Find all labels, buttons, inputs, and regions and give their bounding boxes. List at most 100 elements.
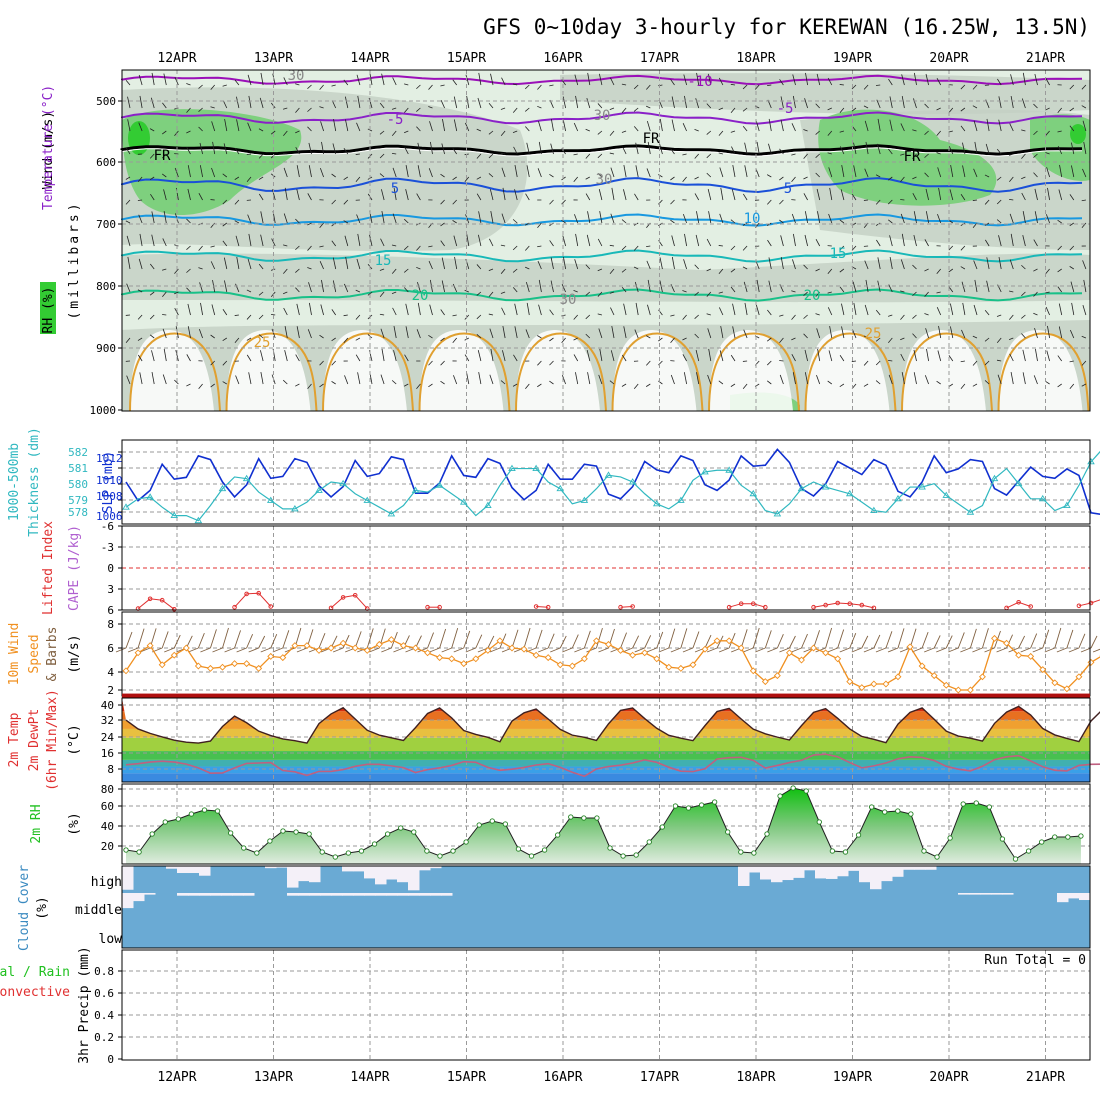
thickness-point bbox=[532, 464, 540, 472]
wind-barb bbox=[379, 313, 385, 316]
wind-barb bbox=[766, 360, 772, 366]
temp-band bbox=[122, 737, 1090, 752]
wind-barb bbox=[682, 214, 687, 224]
wind-barb bbox=[562, 235, 566, 247]
wind-barb bbox=[900, 259, 905, 270]
wind-barb bbox=[198, 193, 203, 201]
slp-tick-label: 1006 bbox=[96, 510, 123, 523]
wind-barb bbox=[355, 337, 361, 341]
wind-barb bbox=[827, 291, 832, 294]
wind-barb bbox=[526, 165, 530, 178]
wind-barb-10m bbox=[547, 633, 555, 649]
wind-barb bbox=[247, 214, 252, 224]
wind-speed-point bbox=[206, 664, 214, 672]
wind-barb bbox=[1033, 291, 1038, 297]
wind-barb bbox=[1009, 176, 1014, 182]
wind-barb bbox=[562, 119, 566, 132]
lifted-index-point bbox=[763, 604, 768, 610]
wind-barb bbox=[355, 153, 360, 155]
wind-barb-10m-tail bbox=[911, 647, 923, 653]
contour-label: 10 bbox=[744, 211, 761, 227]
thickness-point bbox=[870, 506, 878, 514]
wind-barb bbox=[621, 268, 627, 273]
wind-barb bbox=[791, 213, 796, 224]
wind-barb bbox=[1081, 383, 1087, 387]
cloud-high-bar bbox=[804, 866, 816, 871]
wind-barb bbox=[766, 337, 772, 342]
lifted-index-point bbox=[232, 604, 237, 610]
thickness-point bbox=[459, 498, 468, 505]
wind-barb bbox=[537, 383, 542, 388]
wind-barb bbox=[768, 280, 772, 293]
thickness-point bbox=[797, 484, 806, 492]
wind-barb bbox=[948, 355, 954, 362]
wind-speed-point bbox=[966, 686, 974, 694]
wind-barb-10m-tail bbox=[429, 647, 440, 653]
wind-barb bbox=[222, 381, 228, 385]
wind-barb bbox=[416, 383, 421, 390]
wind-barb bbox=[597, 268, 603, 272]
wind-barb bbox=[489, 189, 494, 201]
wind-barb bbox=[549, 240, 554, 247]
wind-barb bbox=[125, 199, 131, 205]
wind-speed-point bbox=[472, 655, 480, 663]
wind-barb bbox=[984, 222, 990, 226]
wind-barb bbox=[1033, 153, 1038, 158]
wind-barb-10m-tail bbox=[296, 647, 308, 653]
wind-speed-point bbox=[785, 649, 793, 657]
wind-barb bbox=[633, 126, 639, 132]
contour-label: 30 bbox=[594, 108, 611, 124]
cloud-high-bar bbox=[771, 866, 783, 883]
isotherm-25 bbox=[708, 332, 800, 412]
wind-barb-10m-tail bbox=[1044, 647, 1055, 653]
rh-point bbox=[921, 848, 927, 854]
wind-barb bbox=[1081, 360, 1087, 366]
wind-barb bbox=[488, 153, 494, 159]
wind-barb bbox=[343, 176, 349, 181]
rh-point bbox=[123, 847, 129, 853]
lifted-index-point bbox=[738, 601, 744, 607]
wind-barb bbox=[174, 244, 179, 247]
wind-barb bbox=[1010, 95, 1014, 109]
wind-barb-10m bbox=[1066, 629, 1074, 649]
wind-barb bbox=[1057, 268, 1062, 273]
wind-barb bbox=[149, 263, 155, 270]
precip-title-2: Total / Rain bbox=[0, 965, 70, 980]
wind-barb bbox=[149, 153, 155, 159]
wind-barb bbox=[1069, 194, 1075, 201]
wind-barb bbox=[961, 281, 966, 293]
y-tick-label: 4 bbox=[107, 666, 114, 679]
wind-barb-10m bbox=[1078, 633, 1086, 649]
wind-barb bbox=[972, 84, 978, 90]
rh-legend-swatch bbox=[40, 282, 56, 334]
wind-barb bbox=[417, 165, 421, 178]
wind-barb bbox=[466, 233, 470, 247]
wind-barb bbox=[561, 219, 566, 224]
wind-barb bbox=[573, 153, 578, 156]
wind-barb bbox=[452, 79, 458, 86]
wind-barb bbox=[162, 328, 167, 339]
wind-barb bbox=[936, 78, 942, 86]
wind-barb bbox=[416, 245, 421, 251]
wind-barb bbox=[742, 245, 748, 251]
wind-barb-10m-tail bbox=[550, 647, 561, 653]
wind-barb-10m bbox=[704, 634, 712, 649]
wind-barb-10m-tail bbox=[851, 647, 862, 653]
wind-barb bbox=[1082, 120, 1087, 132]
wind-barb bbox=[756, 141, 760, 155]
wind-barb bbox=[1081, 84, 1087, 90]
wind-barb-10m-tail bbox=[164, 647, 175, 653]
wind-barb bbox=[768, 118, 772, 132]
wind-barb bbox=[440, 222, 445, 227]
wind-barb bbox=[199, 165, 203, 178]
wind-barb bbox=[391, 380, 397, 385]
wind-barb bbox=[198, 328, 203, 339]
wind-barb bbox=[500, 268, 506, 274]
wind-barb bbox=[308, 165, 312, 178]
wind-barb bbox=[489, 328, 494, 339]
wind-barb bbox=[949, 189, 954, 201]
wind-barb-10m bbox=[282, 630, 290, 649]
wind-title-3: & Barbs bbox=[45, 627, 60, 682]
rh-point bbox=[790, 785, 796, 791]
wind-barb bbox=[211, 304, 216, 316]
